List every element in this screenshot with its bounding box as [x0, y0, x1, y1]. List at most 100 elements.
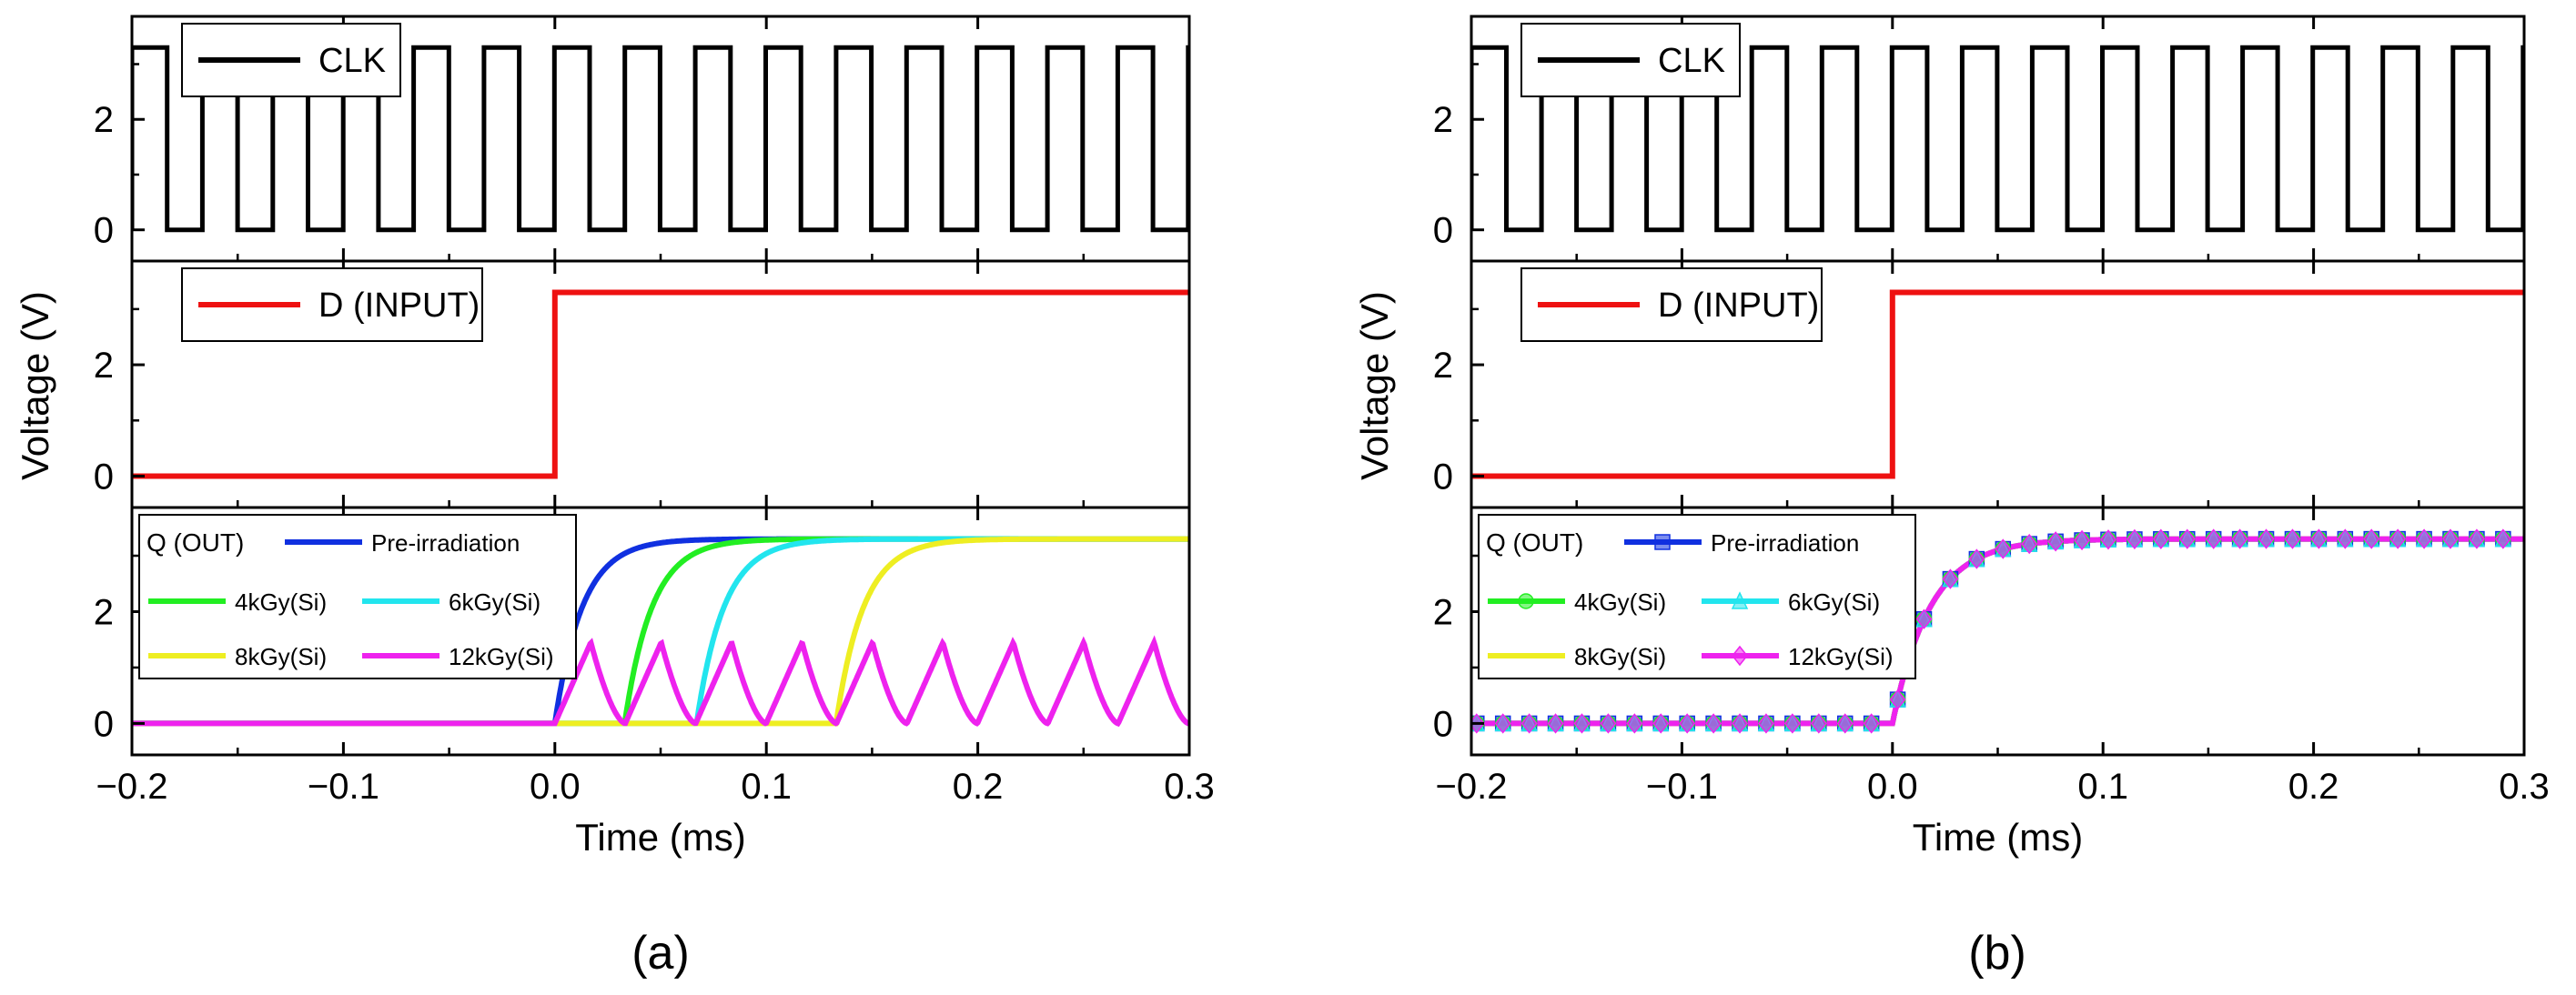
x-tick-label: 0.2 [953, 767, 1004, 807]
y-tick-label: 0 [94, 211, 114, 251]
legend-marker [1732, 645, 1748, 667]
y-tick-label: 0 [1433, 457, 1453, 498]
y-tick-label: 0 [94, 457, 114, 498]
data-point [1810, 713, 1827, 734]
panel-label: (b) [1968, 927, 2026, 980]
data-point [2337, 528, 2354, 549]
data-point [1783, 713, 1801, 734]
legend-label: 4kGy(Si) [235, 588, 327, 616]
legend: Q (OUT) Pre-irradiation 4kGy(Si) 6kGy(Si) 8k… [138, 514, 577, 679]
data-point [1573, 713, 1591, 734]
legend-marker [1731, 591, 1749, 609]
y-tick-label: 2 [94, 346, 114, 386]
data-point [2152, 528, 2169, 549]
data-point [2258, 528, 2275, 549]
y-tick-label: 0 [1433, 704, 1453, 744]
legend-title: Q (OUT) [146, 528, 244, 557]
data-point [2389, 528, 2407, 549]
x-tick-label: 0.3 [2499, 767, 2550, 807]
data-point [2047, 531, 2065, 552]
series-line-d-input- [132, 289, 1189, 479]
legend-title: Q (OUT) [1486, 528, 1583, 557]
x-tick-label: 0.0 [1867, 767, 1918, 807]
data-point [1652, 713, 1670, 734]
y-tick-label: 2 [94, 592, 114, 632]
legend-label: 12kGy(Si) [449, 643, 554, 670]
legend: CLK [1520, 23, 1741, 97]
subplot-1: 0 2 CLK [1433, 15, 2526, 263]
y-tick-label: 0 [94, 704, 114, 744]
legend-label: 6kGy(Si) [449, 588, 540, 616]
legend-label: CLK [318, 42, 386, 80]
series-group [132, 45, 1189, 233]
x-tick-label: −0.2 [1436, 767, 1508, 807]
data-point [1705, 713, 1722, 734]
data-point [2205, 528, 2222, 549]
x-axis-label: Time (ms) [575, 816, 745, 859]
data-point [2074, 529, 2091, 551]
series-group [1471, 528, 2524, 734]
data-point [2468, 528, 2485, 549]
legend-label: 4kGy(Si) [1574, 588, 1666, 616]
data-point [1968, 548, 1985, 569]
data-point [2494, 528, 2511, 549]
panel-label: (a) [631, 927, 690, 980]
y-tick-label: 2 [1433, 100, 1453, 140]
x-tick-label: 0.2 [2288, 767, 2339, 807]
y-tick-label: 2 [94, 100, 114, 140]
data-point [1942, 568, 1959, 589]
series-group [1471, 289, 2524, 479]
data-point [2178, 528, 2196, 549]
subplot-3: 0 2 Q (OUT) Pre-irradiation 4kGy(Si) 6kGy(Si)… [94, 506, 1191, 757]
chart-panel-2: 0 2 CLK 0 2 D (INPUT) 0 2 Q (OUT) Pre-irradiation… [1353, 15, 2550, 980]
data-point [1626, 713, 1643, 734]
legend-marker [1518, 593, 1534, 609]
data-point [2442, 528, 2459, 549]
series-line-clk [1471, 45, 2524, 233]
legend-label: CLK [1658, 42, 1725, 80]
data-point [2310, 528, 2328, 549]
legend-label: 6kGy(Si) [1788, 588, 1880, 616]
data-point [2231, 528, 2248, 549]
y-tick-label: 0 [1433, 211, 1453, 251]
data-point [1520, 713, 1538, 734]
series-markers-12kgy-si- [1471, 528, 2511, 734]
data-point [1600, 713, 1617, 734]
legend-label: 8kGy(Si) [1574, 643, 1666, 670]
x-tick-label: −0.1 [308, 767, 379, 807]
x-tick-label: 0.1 [2077, 767, 2128, 807]
data-point [1863, 713, 1880, 734]
series-group [1471, 45, 2524, 233]
legend: Q (OUT) Pre-irradiation 4kGy(Si) 6kGy(Si) 8k… [1478, 514, 1916, 679]
data-point [1836, 713, 1854, 734]
x-tick-label: −0.2 [96, 767, 168, 807]
legend-label: Pre-irradiation [371, 529, 520, 557]
data-point [1494, 713, 1511, 734]
series-line-12kgy-si- [132, 635, 1189, 728]
legend-label: 12kGy(Si) [1788, 643, 1894, 670]
legend-marker [1654, 534, 1671, 550]
data-point [1547, 713, 1564, 734]
y-tick-label: 2 [1433, 592, 1453, 632]
data-point [2100, 529, 2116, 550]
data-point [2363, 528, 2380, 549]
x-tick-label: −0.1 [1646, 767, 1718, 807]
series-group [132, 289, 1189, 479]
x-tick-label: 0.3 [1164, 767, 1215, 807]
x-axis-label: Time (ms) [1913, 816, 2083, 859]
data-point [2126, 528, 2143, 550]
y-tick-label: 2 [1433, 346, 1453, 386]
series-line-d-input- [1471, 289, 2524, 479]
data-point [2284, 528, 2301, 549]
data-point [1679, 713, 1696, 734]
legend-label: D (INPUT) [318, 286, 480, 325]
y-axis-label: Voltage (V) [1353, 291, 1396, 480]
series-group [132, 536, 1189, 728]
chart-panel-1: 0 2 CLK 0 2 D (INPUT) 0 2 Q (OUT) Pre-irradiation… [14, 15, 1215, 980]
subplot-2: 0 2 D (INPUT) [1433, 259, 2526, 509]
x-tick-label: 0.1 [741, 767, 792, 807]
series-line-clk [132, 45, 1189, 233]
data-point [2416, 528, 2433, 549]
legend-label: D (INPUT) [1658, 286, 1819, 325]
